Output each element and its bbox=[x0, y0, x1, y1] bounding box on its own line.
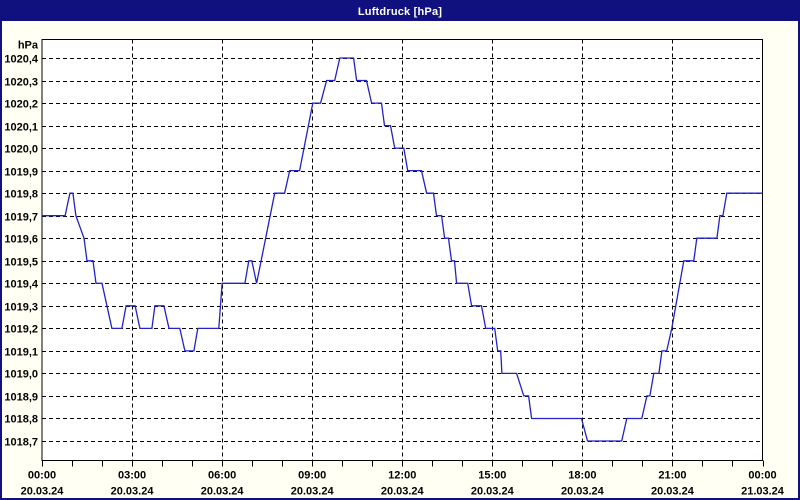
x-tick-date-label: 20.03.24 bbox=[651, 486, 695, 498]
y-tick-label: 1018,9 bbox=[4, 392, 38, 404]
x-tick-time-label: 00:00 bbox=[748, 470, 776, 482]
y-tick-label: 1019,5 bbox=[4, 257, 38, 269]
y-tick-label: 1020,1 bbox=[4, 122, 38, 134]
y-tick-label: 1020,0 bbox=[4, 144, 38, 156]
x-tick-time-label: 09:00 bbox=[298, 470, 326, 482]
y-tick-label: 1019,2 bbox=[4, 324, 38, 336]
x-tick-date-label: 20.03.24 bbox=[201, 486, 245, 498]
x-tick-date-label: 20.03.24 bbox=[471, 486, 515, 498]
y-tick-label: 1020,4 bbox=[4, 54, 39, 66]
x-tick-date-label: 21.03.24 bbox=[741, 486, 785, 498]
x-tick-date-label: 20.03.24 bbox=[21, 486, 65, 498]
y-tick-label: 1020,2 bbox=[4, 99, 38, 111]
x-tick-time-label: 15:00 bbox=[478, 470, 506, 482]
window-title: Luftdruck [hPa] bbox=[357, 5, 443, 18]
x-tick-date-label: 20.03.24 bbox=[381, 486, 425, 498]
x-tick-time-label: 21:00 bbox=[658, 470, 686, 482]
y-tick-label: 1019,9 bbox=[4, 167, 38, 179]
y-tick-label: 1019,0 bbox=[4, 369, 38, 381]
x-tick-time-label: 18:00 bbox=[568, 470, 596, 482]
y-tick-label: 1019,3 bbox=[4, 302, 38, 314]
y-tick-label: 1018,7 bbox=[4, 437, 38, 449]
x-tick-time-label: 00:00 bbox=[28, 470, 56, 482]
x-tick-time-label: 03:00 bbox=[118, 470, 146, 482]
x-tick-time-label: 12:00 bbox=[388, 470, 416, 482]
window-titlebar: Luftdruck [hPa] bbox=[2, 2, 798, 21]
y-tick-label: 1018,8 bbox=[4, 414, 38, 426]
pressure-line bbox=[42, 57, 763, 442]
x-tick-date-label: 20.03.24 bbox=[111, 486, 155, 498]
y-tick-label: 1020,3 bbox=[4, 77, 38, 89]
y-tick-label: 1019,8 bbox=[4, 189, 38, 201]
y-axis-unit-label: hPa bbox=[18, 40, 39, 52]
x-tick-date-label: 20.03.24 bbox=[291, 486, 335, 498]
y-tick-label: 1019,4 bbox=[4, 279, 39, 291]
y-tick-label: 1019,7 bbox=[4, 212, 38, 224]
y-tick-label: 1019,1 bbox=[4, 347, 38, 359]
y-tick-label: 1019,6 bbox=[4, 234, 38, 246]
x-tick-date-label: 20.03.24 bbox=[561, 486, 605, 498]
x-tick-time-label: 06:00 bbox=[208, 470, 236, 482]
